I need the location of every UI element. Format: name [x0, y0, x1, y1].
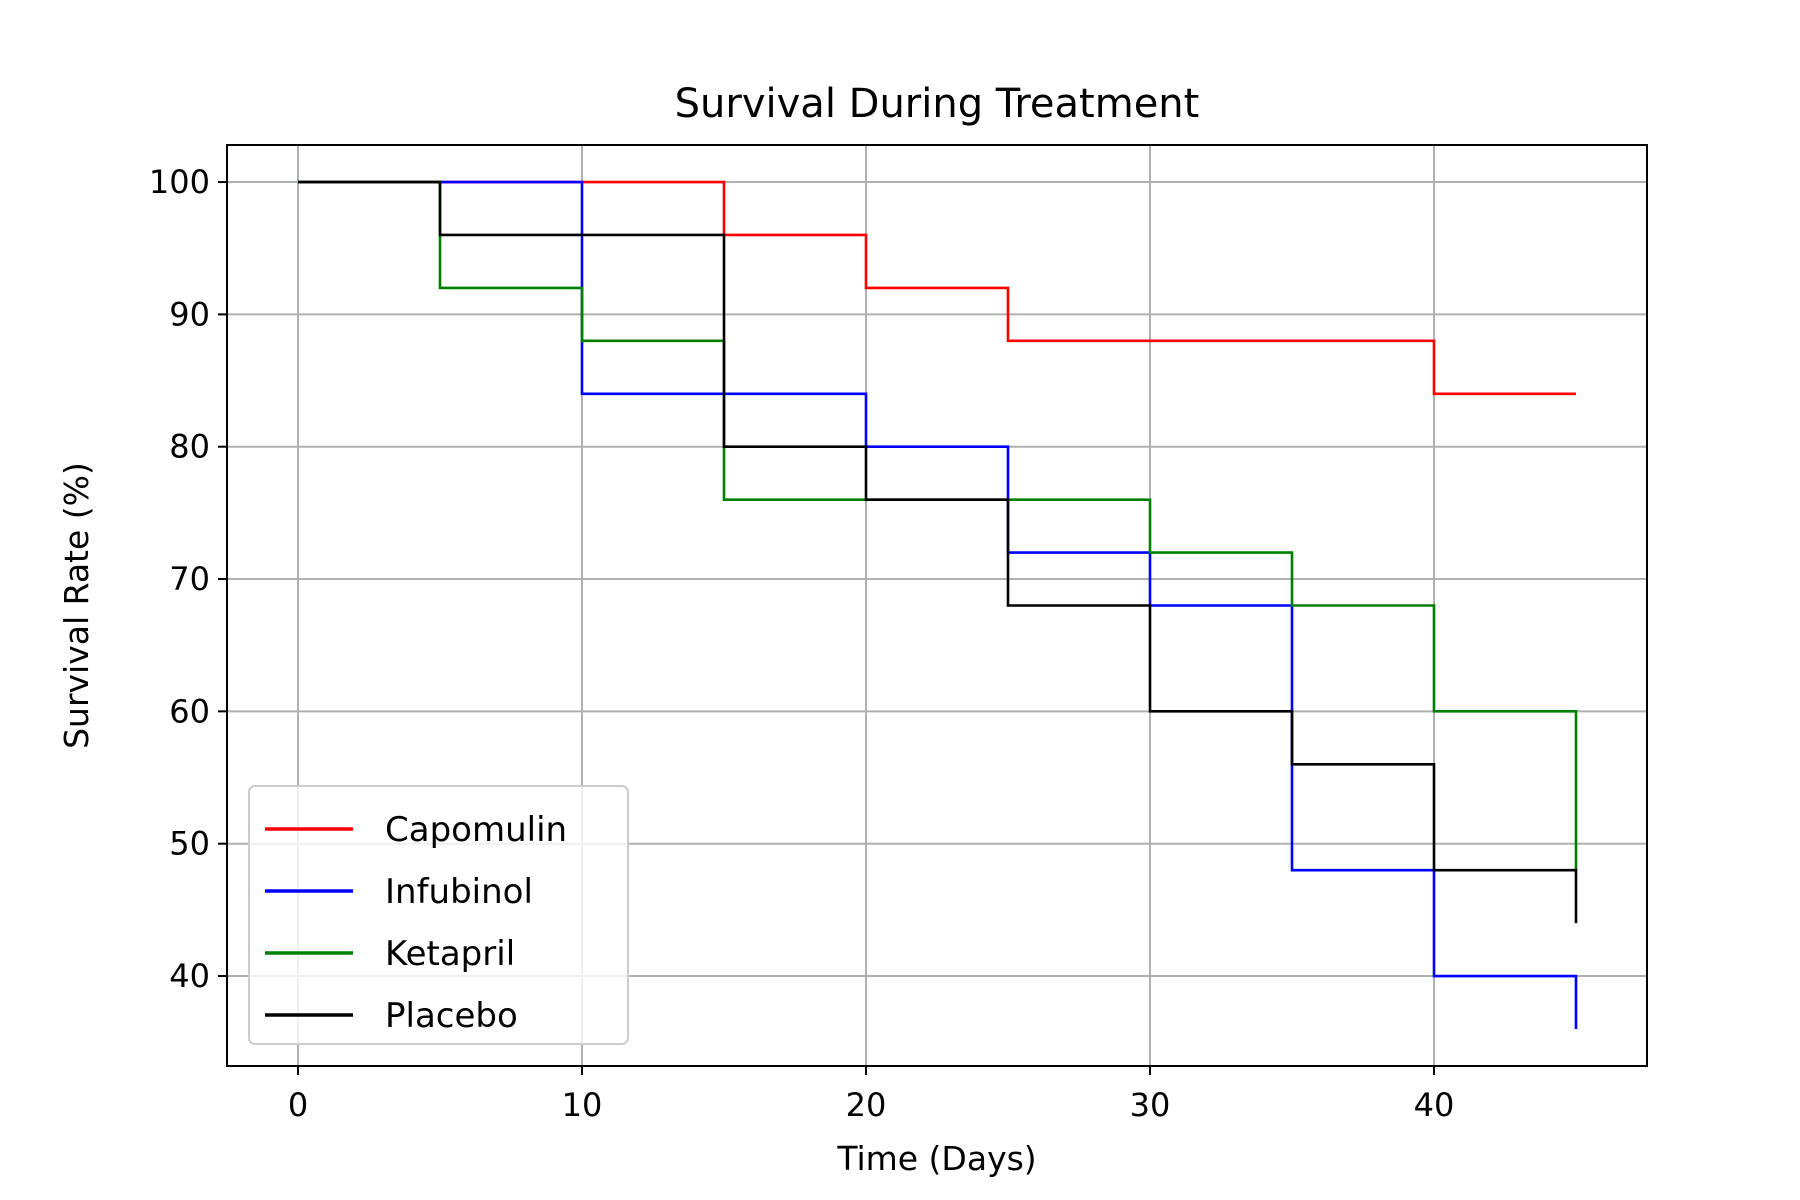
x-axis-label: Time (Days) — [836, 1139, 1036, 1178]
y-tick-label: 100 — [149, 163, 210, 201]
y-tick-label: 90 — [169, 295, 210, 333]
y-tick-label: 60 — [169, 692, 210, 730]
y-tick-label: 70 — [169, 560, 210, 598]
series-lines — [298, 180, 1578, 1029]
x-tick-label: 0 — [288, 1086, 308, 1124]
y-tick-label: 80 — [169, 428, 210, 466]
axis-ticks: 0 10 20 30 40 40 50 60 70 80 90 100 — [149, 163, 1454, 1124]
x-tick-label: 20 — [846, 1086, 887, 1124]
legend-label-capomulin: Capomulin — [385, 810, 567, 850]
x-tick-label: 40 — [1414, 1086, 1455, 1124]
chart-title: Survival During Treatment — [675, 81, 1200, 127]
y-tick-label: 40 — [169, 957, 210, 995]
legend-label-ketapril: Ketapril — [385, 934, 515, 974]
x-tick-label: 30 — [1130, 1086, 1171, 1124]
legend-frame — [248, 785, 629, 1045]
axes-frame — [226, 144, 1648, 1067]
y-axis-label: Survival Rate (%) — [57, 462, 96, 749]
x-tick-label: 10 — [562, 1086, 603, 1124]
legend-label-infubinol: Infubinol — [385, 872, 533, 912]
series-line-capomulin — [298, 180, 1576, 396]
legend-label-placebo: Placebo — [385, 996, 518, 1036]
y-tick-label: 50 — [169, 825, 210, 863]
legend: Capomulin Infubinol Ketapril Placebo — [248, 785, 629, 1045]
series-line-ketapril — [298, 180, 1578, 871]
series-line-placebo — [298, 180, 1578, 924]
